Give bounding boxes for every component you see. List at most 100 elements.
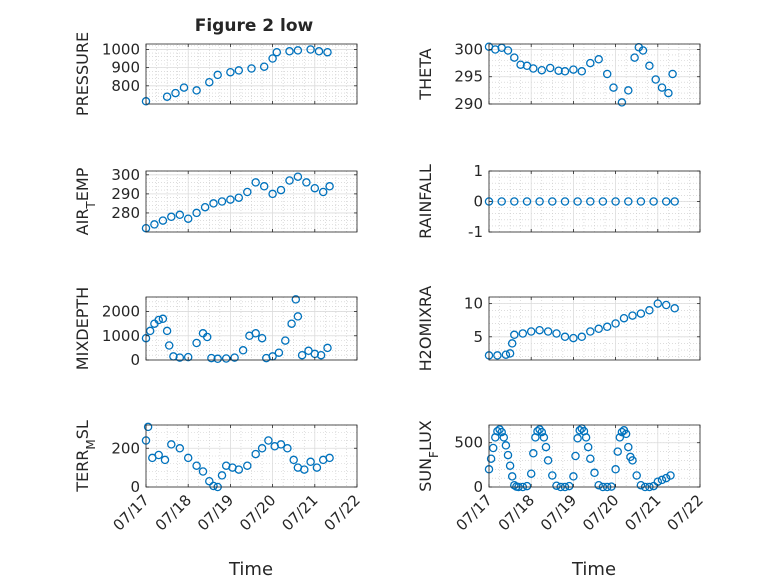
data-point bbox=[545, 63, 555, 73]
data-point bbox=[503, 46, 513, 55]
data-point bbox=[272, 47, 282, 57]
y-axis-label: SUNFLUX bbox=[416, 420, 441, 492]
data-point bbox=[162, 92, 172, 101]
data-point bbox=[323, 343, 332, 353]
data-point bbox=[586, 197, 595, 206]
axes-box bbox=[488, 296, 701, 361]
data-point bbox=[488, 443, 498, 453]
data-point bbox=[560, 332, 570, 342]
data-point bbox=[259, 182, 269, 191]
data-point bbox=[645, 306, 654, 315]
data-point bbox=[306, 45, 315, 54]
y-tick-label: -1 bbox=[468, 223, 483, 241]
mixdepth-axes: 0 1000 2000 MIXDEPTH bbox=[73, 287, 358, 370]
data-point bbox=[617, 427, 627, 437]
data-point bbox=[526, 327, 536, 336]
y-tick-label: 0 bbox=[473, 478, 483, 496]
data-point bbox=[297, 350, 307, 360]
x-tick-label: 07/20 bbox=[579, 491, 622, 534]
data-point bbox=[274, 348, 284, 357]
data-point bbox=[158, 314, 168, 324]
axes-box bbox=[488, 43, 701, 105]
x-axis-label-left: Time bbox=[228, 559, 273, 580]
data-point bbox=[529, 64, 538, 73]
data-point bbox=[202, 332, 212, 342]
data-point bbox=[154, 450, 163, 460]
data-point bbox=[300, 465, 309, 474]
data-point bbox=[257, 333, 267, 343]
data-point bbox=[651, 75, 660, 84]
x-tick-label: 07/18 bbox=[152, 491, 195, 534]
data-point bbox=[661, 300, 671, 310]
data-point bbox=[552, 481, 561, 490]
y-axis-label: PRESSURE bbox=[73, 32, 92, 116]
data-point bbox=[234, 465, 244, 474]
data-point bbox=[569, 65, 578, 74]
data-point bbox=[154, 315, 163, 325]
data-point bbox=[624, 442, 633, 452]
data-point bbox=[318, 187, 328, 197]
data-point bbox=[264, 436, 273, 445]
data-point bbox=[325, 453, 334, 463]
y-tick-label: 800 bbox=[111, 77, 140, 95]
y-tick-label: 290 bbox=[454, 95, 483, 113]
y-axis-label: AIRTEMP bbox=[73, 167, 98, 235]
data-point bbox=[226, 67, 235, 77]
data-point bbox=[657, 475, 667, 485]
data-point bbox=[594, 324, 603, 334]
y-tick-label: 5 bbox=[473, 328, 483, 346]
data-point bbox=[289, 455, 298, 465]
y-tick-label: 2000 bbox=[102, 303, 140, 321]
data-point bbox=[548, 471, 557, 480]
data-point bbox=[243, 461, 252, 470]
data-point bbox=[543, 456, 553, 465]
data-point bbox=[586, 58, 595, 68]
data-point bbox=[209, 199, 218, 208]
data-point bbox=[213, 70, 222, 80]
data-point bbox=[533, 426, 542, 436]
data-point bbox=[209, 481, 218, 491]
data-point bbox=[581, 433, 591, 442]
data-point bbox=[569, 472, 578, 481]
figure-title: Figure 2 low bbox=[195, 16, 314, 36]
data-point bbox=[611, 319, 620, 328]
data-point bbox=[537, 427, 547, 437]
data-point bbox=[586, 454, 595, 463]
data-point bbox=[668, 69, 677, 79]
data-point bbox=[670, 304, 679, 313]
data-point bbox=[583, 442, 593, 452]
data-point bbox=[535, 197, 544, 206]
y-axis-label: RAINFALL bbox=[416, 164, 435, 239]
data-point bbox=[493, 351, 502, 360]
data-point bbox=[293, 312, 303, 321]
data-point bbox=[200, 202, 210, 212]
data-point bbox=[586, 327, 595, 336]
data-point bbox=[638, 46, 648, 55]
y-tick-label: 300 bbox=[111, 166, 140, 184]
y-axis-label: MIXDEPTH bbox=[73, 287, 92, 370]
data-point bbox=[664, 88, 673, 98]
y-tick-label: 0 bbox=[130, 351, 140, 369]
data-point bbox=[535, 425, 544, 434]
x-tick-label: 07/21 bbox=[621, 491, 664, 534]
data-point bbox=[632, 471, 641, 480]
axes-box bbox=[145, 296, 358, 361]
data-point bbox=[636, 480, 646, 490]
x-tick-label: 07/17 bbox=[453, 491, 496, 534]
data-point bbox=[526, 469, 536, 478]
h2omixra-axes: 5 10 H2OMIXRA bbox=[416, 286, 701, 371]
data-point bbox=[510, 197, 519, 206]
data-point bbox=[285, 176, 294, 185]
data-point bbox=[507, 472, 517, 481]
data-point bbox=[617, 98, 627, 107]
data-point bbox=[628, 311, 637, 320]
data-point bbox=[543, 327, 553, 336]
theta-axes: 290 295 300 THETA bbox=[416, 40, 701, 113]
data-point bbox=[522, 481, 532, 491]
data-point bbox=[573, 434, 582, 443]
data-point bbox=[661, 197, 671, 206]
data-point bbox=[276, 440, 286, 449]
data-point bbox=[162, 326, 172, 336]
y-tick-label: 295 bbox=[454, 68, 483, 86]
